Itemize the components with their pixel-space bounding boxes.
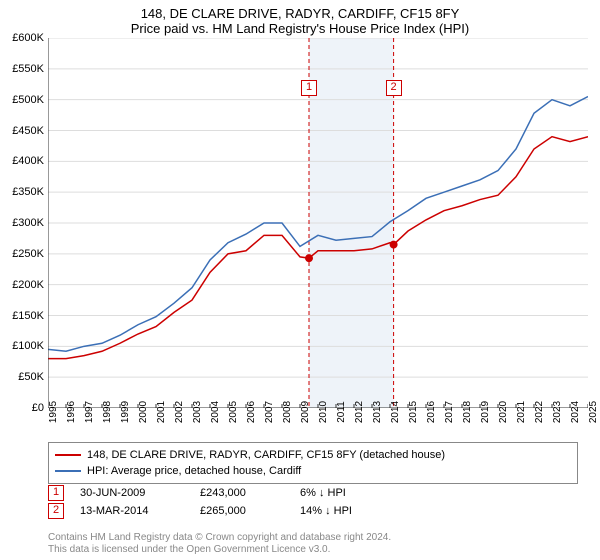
sale-marker-box: 2 (386, 80, 402, 96)
sale-diff: 6% ↓ HPI (300, 487, 346, 499)
y-tick-label: £100K (12, 340, 44, 352)
y-tick-label: £200K (12, 279, 44, 291)
y-tick-label: £150K (12, 310, 44, 322)
x-axis: 1995199619971998199920002001200220032004… (48, 408, 588, 434)
title-line-1: 148, DE CLARE DRIVE, RADYR, CARDIFF, CF1… (0, 6, 600, 21)
footer: Contains HM Land Registry data © Crown c… (48, 532, 564, 556)
y-tick-label: £0 (32, 402, 44, 414)
chart: £0£50K£100K£150K£200K£250K£300K£350K£400… (48, 38, 588, 408)
title-line-2: Price paid vs. HM Land Registry's House … (0, 21, 600, 36)
x-tick-label: 2025 (588, 401, 600, 423)
y-tick-label: £50K (18, 371, 44, 383)
footer-line-1: Contains HM Land Registry data © Crown c… (48, 532, 564, 544)
sale-row: 1 30-JUN-2009£243,0006% ↓ HPI (48, 484, 564, 502)
sale-date: 30-JUN-2009 (80, 487, 200, 499)
y-tick-label: £600K (12, 32, 44, 44)
y-tick-label: £250K (12, 248, 44, 260)
y-tick-label: £350K (12, 186, 44, 198)
y-tick-label: £300K (12, 217, 44, 229)
sale-row: 2 13-MAR-2014£265,00014% ↓ HPI (48, 502, 564, 520)
plot-area (48, 38, 588, 408)
sale-marker: 2 (48, 503, 64, 519)
sales-table: 1 30-JUN-2009£243,0006% ↓ HPI 2 13-MAR-2014… (48, 484, 564, 520)
sale-price: £265,000 (200, 505, 300, 517)
legend-label: 148, DE CLARE DRIVE, RADYR, CARDIFF, CF1… (87, 449, 445, 461)
y-tick-label: £550K (12, 63, 44, 75)
y-tick-label: £500K (12, 94, 44, 106)
sale-date: 13-MAR-2014 (80, 505, 200, 517)
legend-swatch (55, 470, 81, 472)
legend-label: HPI: Average price, detached house, Card… (87, 465, 301, 477)
sale-marker: 1 (48, 485, 64, 501)
legend-swatch (55, 454, 81, 456)
sale-diff: 14% ↓ HPI (300, 505, 352, 517)
legend-row: 148, DE CLARE DRIVE, RADYR, CARDIFF, CF1… (55, 447, 571, 463)
y-tick-label: £450K (12, 125, 44, 137)
legend-row: HPI: Average price, detached house, Card… (55, 463, 571, 479)
sale-marker-box: 1 (301, 80, 317, 96)
y-tick-label: £400K (12, 155, 44, 167)
sale-price: £243,000 (200, 487, 300, 499)
chart-title: 148, DE CLARE DRIVE, RADYR, CARDIFF, CF1… (0, 0, 600, 38)
footer-line-2: This data is licensed under the Open Gov… (48, 544, 564, 556)
y-axis: £0£50K£100K£150K£200K£250K£300K£350K£400… (0, 38, 46, 408)
legend: 148, DE CLARE DRIVE, RADYR, CARDIFF, CF1… (48, 442, 578, 484)
